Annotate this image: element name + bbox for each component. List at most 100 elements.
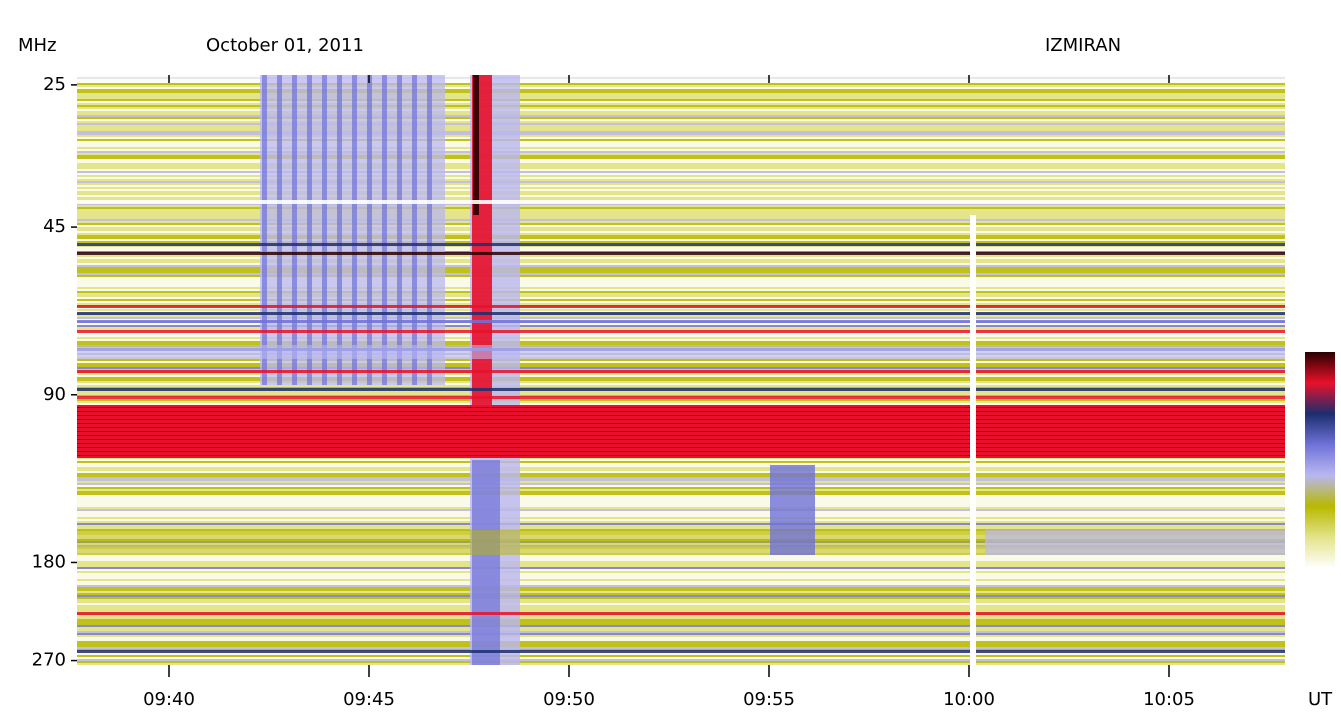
- texture: [77, 241, 1285, 243]
- texture: [77, 137, 1285, 139]
- texture: [77, 323, 1285, 325]
- feature: [77, 75, 1285, 83]
- texture: [77, 177, 1285, 179]
- texture: [77, 119, 1285, 121]
- texture: [77, 189, 1285, 191]
- texture: [77, 621, 1285, 623]
- texture: [77, 471, 1285, 473]
- texture: [77, 481, 1285, 483]
- texture: [77, 273, 1285, 275]
- texture: [77, 221, 1285, 223]
- texture: [77, 115, 1285, 117]
- feature: [77, 252, 1285, 255]
- texture: [77, 617, 1285, 619]
- texture: [77, 237, 1285, 239]
- texture: [77, 645, 1285, 647]
- texture: [77, 569, 1285, 571]
- y-tick-label: 25: [43, 74, 66, 95]
- texture: [77, 193, 1285, 195]
- texture: [77, 207, 1285, 209]
- texture: [77, 599, 1285, 601]
- texture: [77, 291, 1285, 293]
- texture: [77, 317, 1285, 319]
- texture: [77, 169, 1285, 171]
- texture: [77, 555, 1285, 557]
- feature: [412, 75, 417, 385]
- texture: [77, 341, 1285, 343]
- texture: [77, 461, 1285, 463]
- feature: [77, 419, 1285, 420]
- texture: [77, 113, 1285, 115]
- texture: [77, 459, 1285, 461]
- texture: [77, 601, 1285, 603]
- texture: [77, 603, 1285, 605]
- texture: [77, 633, 1285, 635]
- texture: [77, 235, 1285, 237]
- texture: [77, 653, 1285, 655]
- texture: [77, 219, 1285, 221]
- texture: [77, 375, 1285, 377]
- texture: [77, 495, 1285, 497]
- texture: [77, 187, 1285, 189]
- y-unit: MHz: [18, 35, 57, 56]
- texture: [77, 515, 1285, 517]
- texture: [77, 477, 1285, 479]
- texture: [77, 255, 1285, 257]
- texture: [77, 377, 1285, 379]
- x-tick-label: 09:50: [543, 689, 595, 710]
- texture: [77, 139, 1285, 141]
- texture: [77, 89, 1285, 91]
- texture: [77, 191, 1285, 193]
- feature: [262, 75, 267, 385]
- feature: [770, 465, 815, 555]
- texture: [77, 381, 1285, 383]
- feature: [367, 75, 372, 385]
- texture: [77, 509, 1285, 511]
- texture: [77, 165, 1285, 167]
- texture: [77, 595, 1285, 597]
- feature: [472, 460, 500, 665]
- texture: [77, 179, 1285, 181]
- texture: [77, 205, 1285, 207]
- feature: [352, 75, 357, 385]
- texture: [77, 99, 1285, 101]
- y-tick-label: 45: [43, 216, 66, 237]
- texture: [77, 385, 1285, 387]
- texture: [77, 285, 1285, 287]
- texture: [77, 315, 1285, 317]
- texture: [77, 501, 1285, 503]
- y-tick-label: 180: [32, 551, 66, 572]
- texture: [77, 485, 1285, 487]
- texture: [77, 125, 1285, 127]
- texture: [77, 153, 1285, 155]
- texture: [77, 157, 1285, 159]
- texture: [77, 229, 1285, 231]
- texture: [77, 213, 1285, 215]
- texture: [77, 151, 1285, 153]
- texture: [77, 249, 1285, 251]
- x-tick-label: 09:40: [143, 689, 195, 710]
- texture: [77, 623, 1285, 625]
- texture: [77, 557, 1285, 559]
- texture: [77, 643, 1285, 645]
- texture: [77, 95, 1285, 97]
- texture: [77, 615, 1285, 617]
- texture: [77, 101, 1285, 103]
- texture: [77, 577, 1285, 579]
- texture: [77, 587, 1285, 589]
- texture: [77, 399, 1285, 401]
- feature: [985, 530, 1285, 555]
- texture: [77, 289, 1285, 291]
- texture: [77, 523, 1285, 525]
- texture: [77, 259, 1285, 261]
- texture: [77, 483, 1285, 485]
- texture: [77, 487, 1285, 489]
- texture: [77, 489, 1285, 491]
- texture: [77, 657, 1285, 659]
- feature: [77, 612, 1285, 615]
- texture: [77, 159, 1285, 161]
- texture: [77, 585, 1285, 587]
- texture: [77, 293, 1285, 295]
- texture: [77, 123, 1285, 125]
